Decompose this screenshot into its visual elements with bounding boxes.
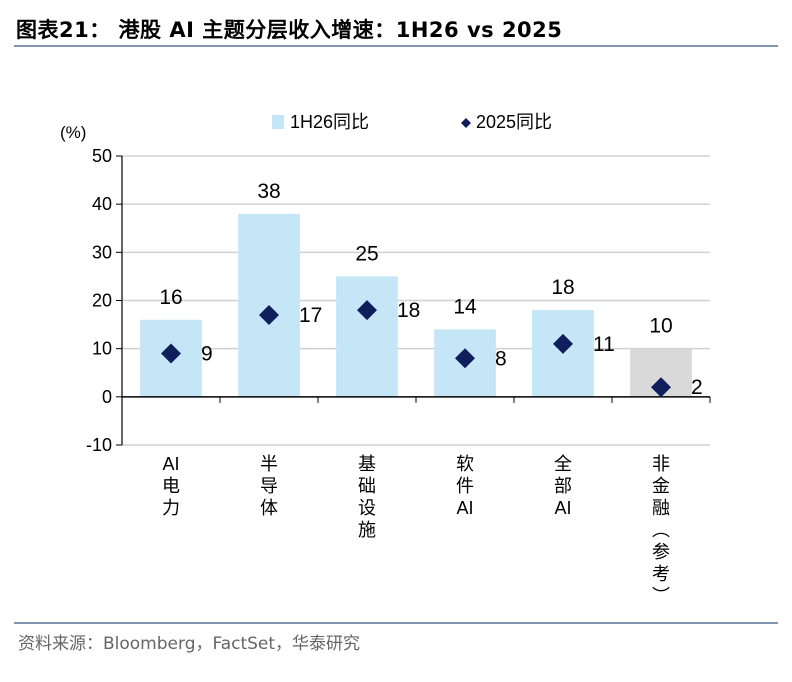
marker-value-label: 2: [691, 376, 703, 399]
bar-value-label: 25: [355, 242, 378, 265]
bar-value-label: 18: [551, 276, 574, 299]
bar-1H26同比: [336, 276, 398, 397]
marker-value-label: 8: [495, 347, 507, 370]
marker-2025同比: [259, 304, 279, 325]
y-tick-label: 0: [102, 387, 112, 407]
marker-2025同比: [357, 300, 377, 321]
y-tick-label: -10: [86, 435, 112, 455]
x-tick-label: 基础设施: [358, 454, 376, 540]
data-labels: 16 38 25 14 18 10 9 17 18 8 11 2: [159, 180, 702, 399]
bar-value-label: 14: [453, 295, 477, 318]
legend-label: 1H26同比: [290, 112, 369, 132]
bar-value-label: 38: [257, 180, 280, 203]
figure-title: 图表21： 港股 AI 主题分层收入增速：1H26 vs 2025: [16, 18, 563, 42]
x-tick-label: 全部 AI: [554, 454, 572, 518]
y-tick-label: 40: [92, 194, 112, 214]
marker-value-label: 18: [397, 299, 420, 322]
x-tick-label: 半导体: [260, 454, 278, 518]
marker-2025同比: [161, 343, 181, 364]
y-tick-label: 30: [92, 242, 112, 262]
x-tick-label: 非金融︵参考︶: [652, 454, 670, 606]
legend-label: 2025同比: [476, 112, 552, 132]
marker-value-label: 11: [593, 333, 615, 356]
marker-value-label: 9: [201, 342, 213, 365]
legend-swatch-marker: [461, 118, 471, 128]
y-tick-label: 50: [92, 146, 112, 166]
axes: -10 0 10 20 30 40 50 (%) AI 电力 半导体 基础设施 软件 AI 全部 AI 非金融︵…: [60, 123, 711, 606]
x-tick-label: 软件 AI: [456, 454, 474, 518]
bar-chart: -10 0 10 20 30 40 50 (%) AI 电力 半导体 基础设施 软件 AI 全部 AI 非金融︵…: [60, 112, 711, 606]
source-note: 资料来源：Bloomberg，FactSet，华泰研究: [18, 634, 361, 654]
bar-value-label: 16: [159, 286, 182, 309]
footer-divider: [14, 622, 778, 624]
y-unit-label: (%): [60, 123, 86, 142]
grid-lines: [122, 155, 710, 446]
y-tick-label: 10: [92, 339, 112, 359]
marker-2025同比: [651, 377, 671, 398]
legend-swatch-bar: [272, 115, 284, 129]
title-divider: [14, 45, 778, 47]
y-tick-label: 20: [92, 291, 112, 311]
marker-2025同比: [455, 348, 475, 369]
bar-value-label: 10: [649, 315, 672, 338]
x-tick-label: AI 电力: [162, 454, 180, 518]
marker-value-label: 17: [299, 304, 322, 327]
legend: 1H26同比 2025同比: [272, 112, 552, 132]
marker-2025同比: [553, 333, 573, 354]
markers: [161, 300, 671, 398]
